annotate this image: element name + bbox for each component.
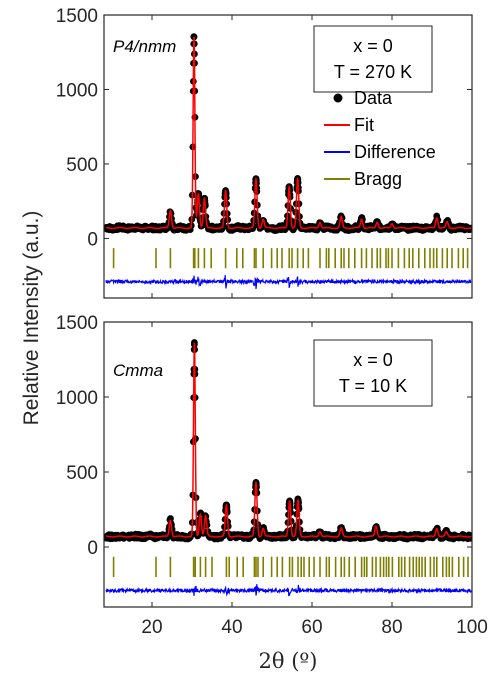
info-box bbox=[313, 25, 433, 93]
y-axis-label: Relative Intensity (a.u.) bbox=[20, 211, 43, 426]
legend-label: Bragg bbox=[354, 169, 402, 189]
plot-frame bbox=[103, 14, 473, 299]
info-box-line: T = 10 K bbox=[339, 376, 407, 396]
data-point bbox=[467, 534, 472, 542]
x-axis-label: 2θ (º) bbox=[259, 649, 318, 673]
y-tick-label: 1500 bbox=[56, 6, 98, 27]
x-tick-label: 20 bbox=[141, 617, 162, 638]
x-tick-label: 80 bbox=[381, 617, 402, 638]
phase-label: Cmma bbox=[113, 361, 163, 380]
plot-area bbox=[104, 33, 472, 289]
plot-frame bbox=[103, 321, 473, 608]
y-tick-label: 0 bbox=[87, 538, 98, 559]
fit-curve bbox=[105, 342, 472, 538]
data-point bbox=[167, 515, 174, 522]
panel-top: 0 500 1000 1500 P4/nmm x = 0 T = 270 K Data Fit D… bbox=[56, 6, 473, 299]
legend-label: Data bbox=[354, 88, 393, 108]
legend-label: Fit bbox=[354, 115, 374, 135]
y-tick-label: 1000 bbox=[56, 80, 98, 101]
info-box-line: x = 0 bbox=[353, 36, 393, 56]
difference-curve bbox=[105, 275, 472, 289]
info-box bbox=[313, 339, 433, 407]
info-box-line: x = 0 bbox=[353, 350, 393, 370]
phase-label: P4/nmm bbox=[113, 37, 176, 56]
data-point bbox=[191, 339, 198, 346]
legend-marker bbox=[333, 93, 343, 103]
y-tick-label: 0 bbox=[87, 229, 98, 250]
panel-bottom: 0 500 1000 1500 20 40 60 80 100 Cmma x = 0 T = 10 K bbox=[56, 313, 488, 638]
bragg-series bbox=[112, 248, 469, 269]
x-tick-label: 40 bbox=[221, 617, 242, 638]
bragg-series bbox=[112, 556, 469, 577]
x-tick-label: 60 bbox=[301, 617, 322, 638]
y-tick-label: 500 bbox=[66, 463, 98, 484]
y-tick-label: 1500 bbox=[56, 313, 98, 334]
difference-curve bbox=[105, 584, 472, 597]
x-tick-label: 100 bbox=[456, 617, 488, 638]
info-box-line: T = 270 K bbox=[334, 62, 412, 82]
legend-label: Difference bbox=[354, 142, 436, 162]
plot-area bbox=[104, 339, 472, 597]
y-tick-label: 500 bbox=[66, 155, 98, 176]
fit-curve bbox=[105, 36, 472, 230]
y-tick-label: 1000 bbox=[56, 388, 98, 409]
